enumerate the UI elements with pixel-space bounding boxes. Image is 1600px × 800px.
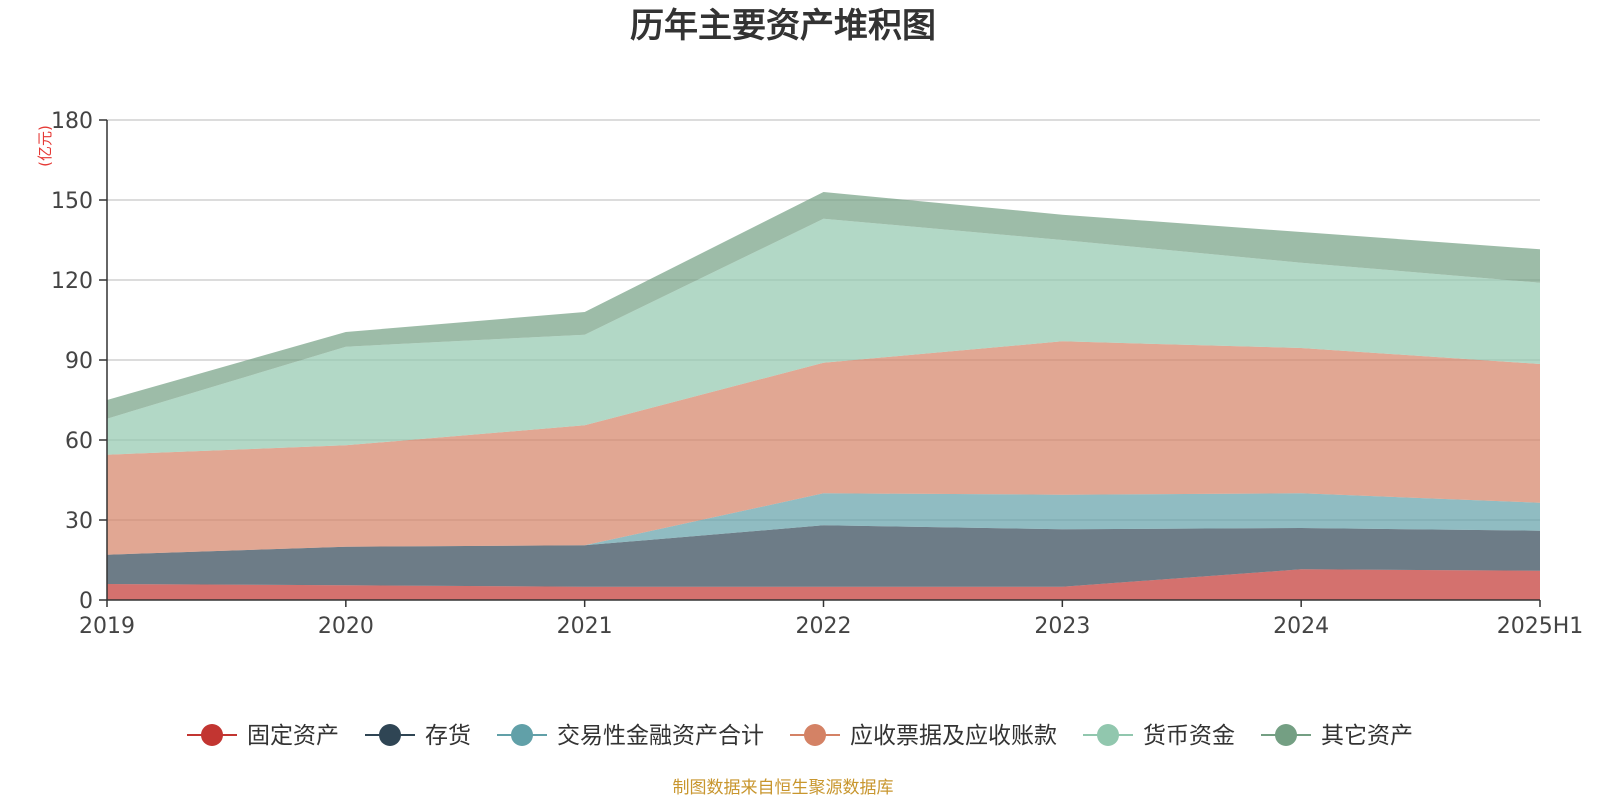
area-series-1 bbox=[107, 569, 1540, 600]
area-series-3 bbox=[107, 493, 1540, 555]
legend-label: 货币资金 bbox=[1143, 723, 1235, 749]
y-tick-label: 180 bbox=[51, 109, 93, 134]
legend-item-5[interactable]: 货币资金 bbox=[1083, 723, 1235, 749]
legend-item-2[interactable]: 存货 bbox=[365, 723, 471, 749]
area-series-group bbox=[107, 192, 1540, 600]
x-tick-label: 2023 bbox=[1034, 614, 1090, 639]
legend-marker-icon bbox=[1097, 724, 1119, 746]
legend-marker-icon bbox=[511, 724, 533, 746]
legend-label: 交易性金融资产合计 bbox=[557, 723, 764, 749]
y-tick-label: 150 bbox=[51, 189, 93, 214]
area-series-5 bbox=[107, 218, 1540, 455]
legend-label: 固定资产 bbox=[247, 723, 339, 749]
y-tick-label: 0 bbox=[79, 589, 93, 614]
legend: 固定资产 存货 交易性金融资产合计 应收票据及应收账款 货币资金 其它资产 bbox=[187, 723, 1413, 749]
x-tick-label: 2024 bbox=[1273, 614, 1329, 639]
area-series-2 bbox=[107, 525, 1540, 587]
x-tick-label: 2025H1 bbox=[1497, 614, 1584, 639]
legend-marker-icon bbox=[1275, 724, 1297, 746]
legend-item-6[interactable]: 其它资产 bbox=[1261, 723, 1413, 749]
legend-label: 其它资产 bbox=[1321, 723, 1413, 749]
legend-item-4[interactable]: 应收票据及应收账款 bbox=[790, 723, 1057, 749]
legend-item-3[interactable]: 交易性金融资产合计 bbox=[497, 723, 764, 749]
x-tick-label: 2022 bbox=[796, 614, 852, 639]
area-series-4 bbox=[107, 341, 1540, 555]
x-tick-label: 2020 bbox=[318, 614, 374, 639]
axes: 0 30 60 90 120 150 180 2019 2020 2021 2022 2023 2024… bbox=[51, 109, 1583, 639]
source-note: 制图数据来自恒生聚源数据库 bbox=[673, 778, 894, 798]
area-series-6 bbox=[107, 192, 1540, 419]
legend-marker-icon bbox=[804, 724, 826, 746]
x-tick-label: 2021 bbox=[557, 614, 613, 639]
legend-item-1[interactable]: 固定资产 bbox=[187, 723, 339, 749]
chart-title: 历年主要资产堆积图 bbox=[630, 6, 936, 46]
y-axis-unit-label: (亿元) bbox=[36, 125, 54, 167]
y-tick-label: 90 bbox=[65, 349, 93, 374]
y-tick-label: 60 bbox=[65, 429, 93, 454]
legend-marker-icon bbox=[379, 724, 401, 746]
y-tick-label: 30 bbox=[65, 509, 93, 534]
legend-label: 存货 bbox=[425, 723, 471, 749]
legend-label: 应收票据及应收账款 bbox=[850, 723, 1057, 749]
y-tick-label: 120 bbox=[51, 269, 93, 294]
legend-marker-icon bbox=[201, 724, 223, 746]
x-tick-label: 2019 bbox=[79, 614, 135, 639]
